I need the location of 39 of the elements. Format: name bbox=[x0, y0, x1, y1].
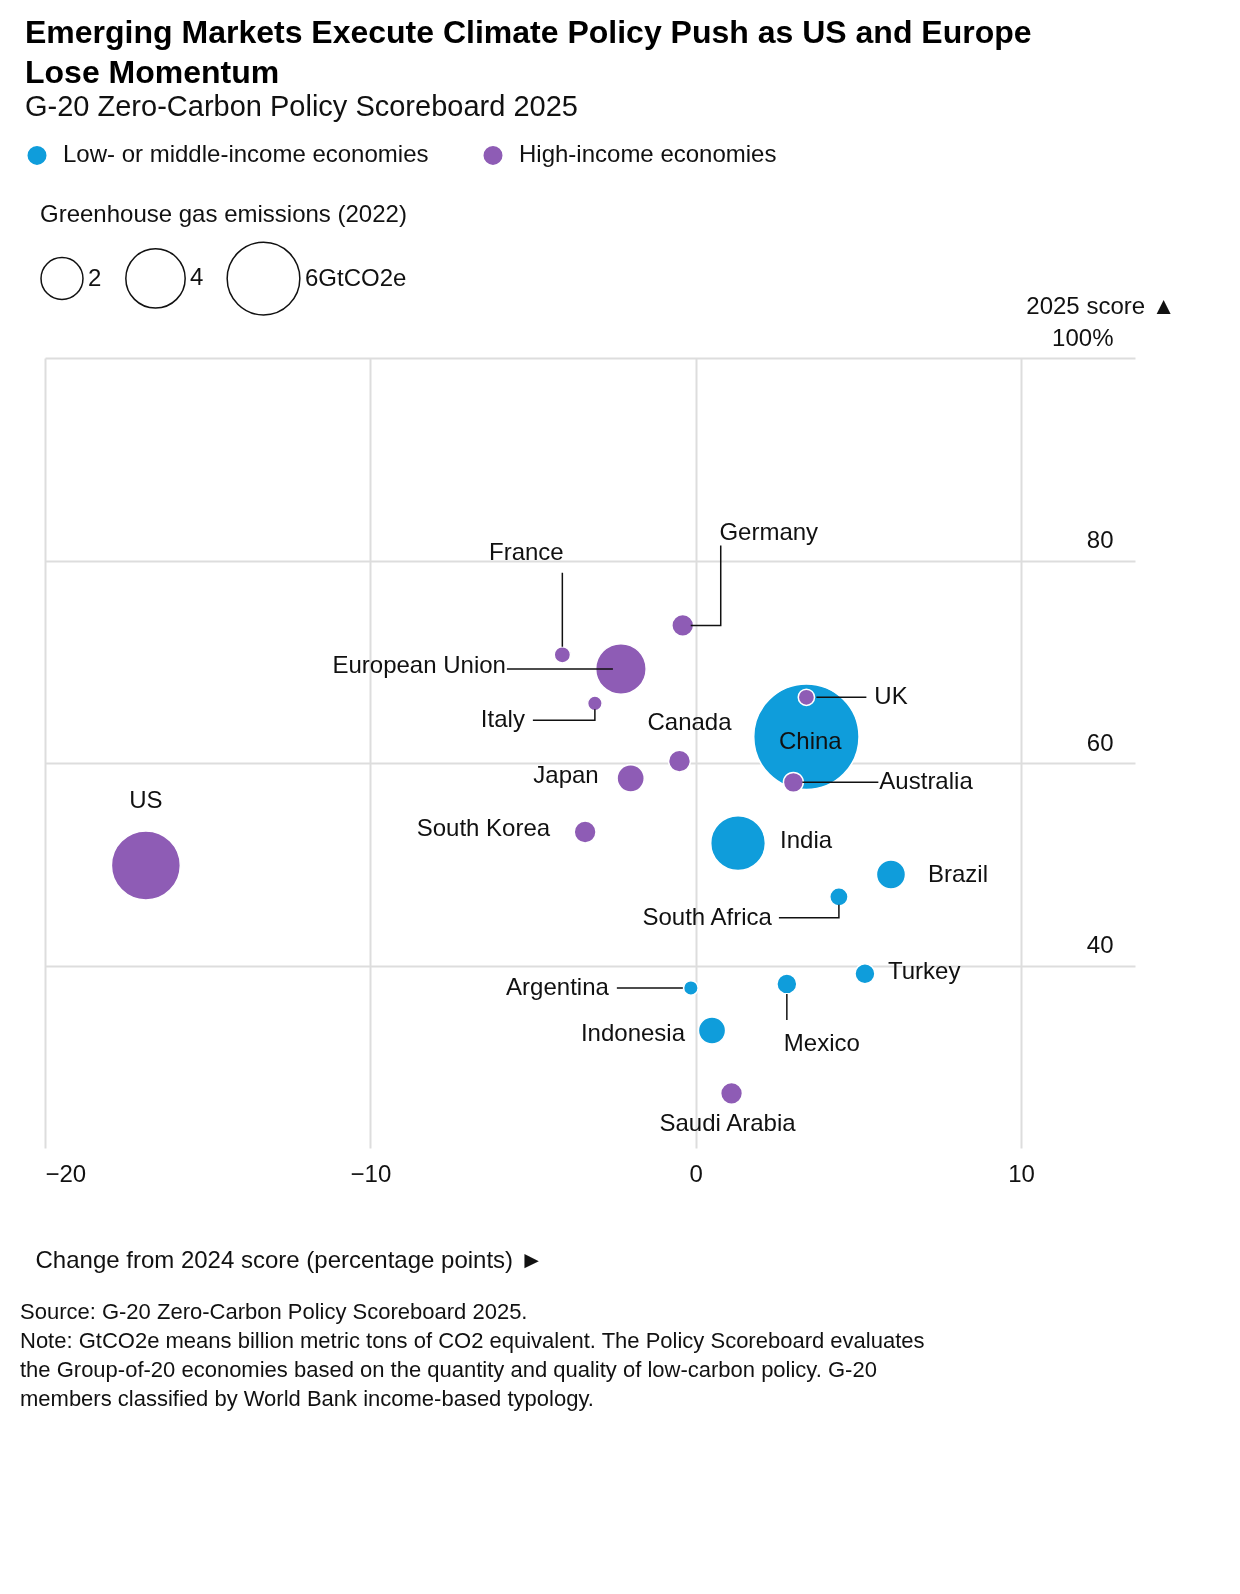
legend-title: Greenhouse gas emissions (2022) bbox=[40, 200, 407, 227]
annotation: Australia bbox=[879, 767, 974, 795]
annotation: Italy bbox=[480, 705, 525, 733]
annotation: South Africa bbox=[642, 902, 773, 930]
annotation: France bbox=[488, 537, 564, 565]
source-note: Source: G-20 Zero-Carbon Policy Scoreboard 2025. bbox=[20, 1298, 529, 1326]
legend-label: Low- or middle-income economies bbox=[63, 140, 429, 168]
legend-label: 4 bbox=[190, 263, 204, 291]
annotation: South Korea bbox=[416, 814, 551, 841]
annotation: China bbox=[779, 726, 843, 754]
legend-label: High-income economies bbox=[519, 140, 777, 168]
annotation: Brazil bbox=[927, 859, 988, 887]
annotation: US bbox=[129, 786, 163, 814]
annotation: Japan bbox=[533, 761, 599, 789]
annotation: European Union bbox=[332, 650, 506, 678]
legend-label: 6GtCO2e bbox=[305, 263, 407, 291]
x-axis-title: Change from 2024 score (percentage points) ► bbox=[35, 1245, 544, 1273]
annotation: Canada bbox=[647, 708, 733, 736]
x-tick-label: 10 bbox=[1008, 1159, 1035, 1187]
annotation: Germany bbox=[719, 518, 819, 546]
annotation: Argentina bbox=[506, 972, 610, 1000]
annotation: UK bbox=[874, 682, 908, 710]
y-tick-label: 40 bbox=[1086, 931, 1114, 959]
annotation: India bbox=[780, 826, 833, 854]
y-tick-label: 60 bbox=[1086, 728, 1114, 756]
x-tick-label: −20 bbox=[45, 1159, 87, 1187]
chart-subtitle: G-20 Zero-Carbon Policy Scoreboard 2025 bbox=[25, 90, 578, 122]
annotation: Mexico bbox=[783, 1028, 860, 1056]
y-tick-label: 80 bbox=[1086, 526, 1114, 554]
annotation: Saudi Arabia bbox=[659, 1109, 797, 1137]
y-axis-title: 2025 score ▲ bbox=[1026, 291, 1176, 319]
text: Note: GtCO2e means billion metric tons of CO2 equivalent. The Policy Scoreboard evaluates the Group-of-20 economies based on the quantity and quality of low-carbon policy. G-20 members classified by World Bank income-based typology. bbox=[20, 1327, 926, 1413]
annotation: Turkey bbox=[887, 956, 961, 984]
x-tick-label: −10 bbox=[350, 1159, 392, 1187]
x-tick-label: 0 bbox=[689, 1159, 703, 1187]
annotation: Indonesia bbox=[580, 1018, 686, 1046]
legend-label: 2 bbox=[88, 263, 102, 291]
chart-title: Emerging Markets Execute Climate Policy Push as US and Europe Lose Momentum bbox=[25, 14, 1032, 90]
y-tick-label: 100% bbox=[1052, 323, 1114, 351]
